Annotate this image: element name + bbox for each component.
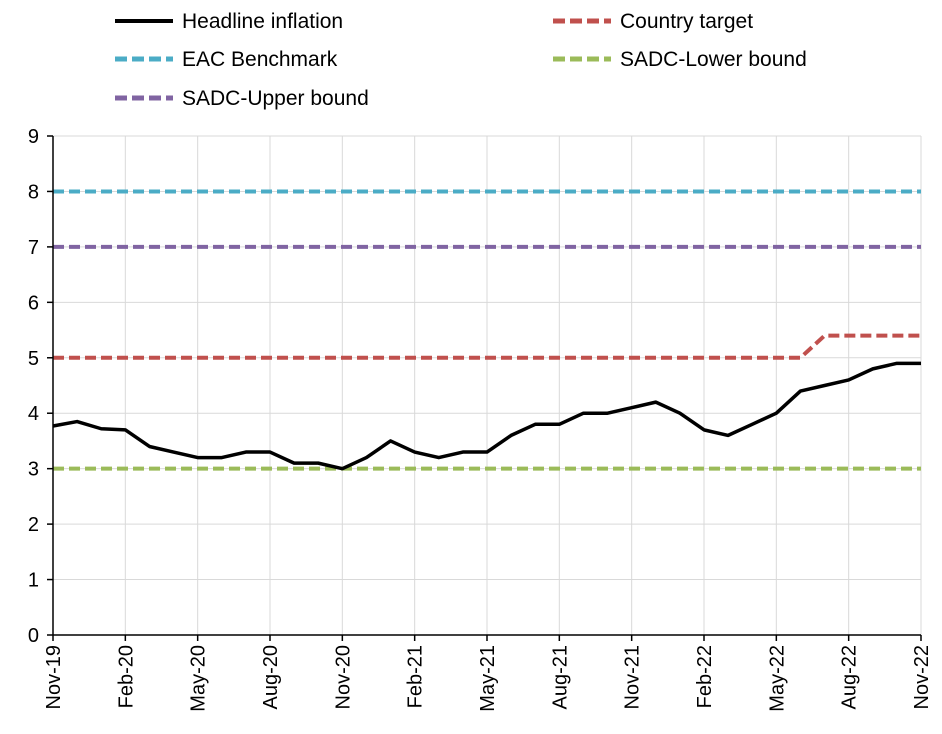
x-tick-label-7: Aug-21 — [549, 645, 571, 710]
legend-label-3: SADC-Lower bound — [620, 48, 807, 71]
x-tick-label-6: May-21 — [477, 645, 499, 712]
axes — [47, 135, 922, 641]
y-tick-label-5: 5 — [28, 348, 39, 370]
x-tick-label-3: Aug-20 — [260, 645, 282, 710]
y-tick-label-1: 1 — [28, 570, 39, 592]
x-tick-label-10: May-22 — [766, 645, 788, 712]
gridlines — [53, 135, 922, 635]
x-tick-label-5: Feb-21 — [405, 645, 427, 708]
x-tick-label-2: May-20 — [188, 645, 210, 712]
legend-label-2: EAC Benchmark — [182, 48, 338, 71]
x-tick-label-0: Nov-19 — [43, 645, 65, 709]
y-tick-label-2: 2 — [28, 514, 39, 536]
y-tick-label-9: 9 — [28, 126, 39, 148]
y-tick-label-4: 4 — [28, 403, 39, 425]
y-tick-labels: 0 1 2 3 4 5 6 7 8 9 — [28, 126, 39, 647]
legend-label-0: Headline inflation — [182, 10, 343, 33]
x-tick-label-9: Feb-22 — [694, 645, 716, 708]
x-tick-label-4: Nov-20 — [332, 645, 354, 709]
series-line-0 — [52, 361, 921, 471]
legend-label-4: SADC-Upper bound — [182, 87, 369, 110]
y-tick-label-3: 3 — [28, 459, 39, 481]
y-tick-label-6: 6 — [28, 292, 39, 314]
x-tick-label-11: Aug-22 — [839, 645, 861, 710]
y-tick-label-0: 0 — [28, 625, 39, 647]
x-tick-label-8: Nov-21 — [622, 645, 644, 709]
series-line-1 — [53, 333, 921, 360]
chart-legend: Headline inflation Country target EAC Benc… — [115, 10, 807, 110]
x-tick-label-12: Nov-22 — [911, 645, 933, 709]
legend-label-1: Country target — [620, 10, 753, 33]
x-tick-label-1: Feb-20 — [115, 645, 137, 708]
y-tick-label-8: 8 — [28, 181, 39, 203]
y-tick-label-7: 7 — [28, 237, 39, 259]
series-lines — [52, 189, 921, 471]
x-tick-labels: Nov-19 Feb-20 May-20 Aug-20 Nov-20 Feb-21 May-… — [43, 645, 933, 712]
